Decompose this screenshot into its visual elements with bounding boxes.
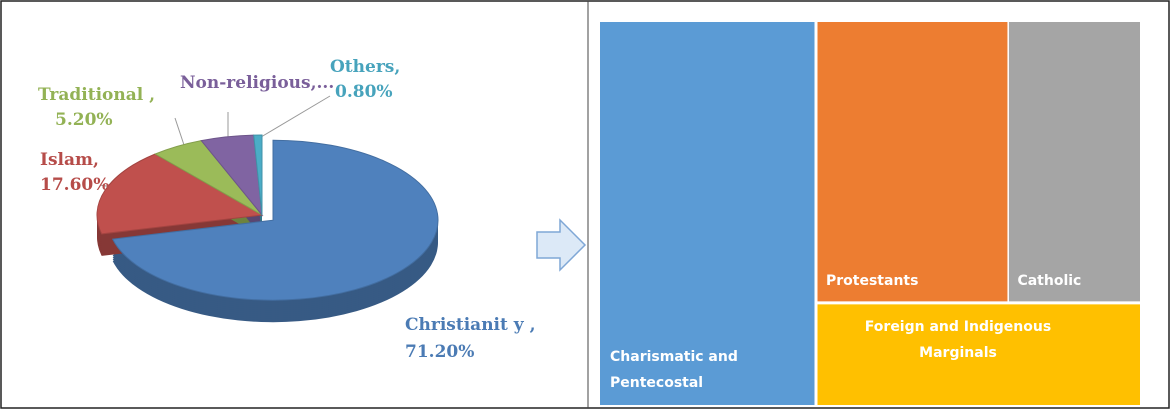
- tile-label-line: Foreign and Indigenous: [865, 319, 1051, 335]
- slice-label: Non-religious,...: [180, 73, 334, 93]
- value-label: 17.60%: [40, 175, 109, 195]
- pie-slice: [96, 153, 264, 235]
- tile-label: Foreign and Indigenous Marginals: [865, 319, 1051, 361]
- tile-label-line: Charismatic and: [610, 349, 738, 365]
- tile-label-line: Pentecostal: [610, 375, 703, 391]
- pie-slice: [253, 134, 263, 216]
- value-label: 5.20%: [55, 110, 113, 130]
- tile-label-line: Protestants: [826, 273, 918, 289]
- pie-slice: [111, 139, 439, 301]
- treemap-tile: [1008, 22, 1140, 302]
- treemap-tile: [817, 304, 1140, 405]
- tile-label-line: Marginals: [919, 345, 997, 361]
- value-label: 0.80%: [335, 82, 393, 102]
- treemap-tile: [817, 22, 1008, 302]
- value-label: 71.20%: [405, 342, 474, 362]
- treemap-tile: [600, 22, 815, 405]
- tile-label: Protestants: [826, 273, 918, 289]
- arrow: [536, 218, 587, 272]
- slice-label: Islam,: [40, 150, 99, 170]
- slice-label: Traditional ,: [38, 85, 155, 105]
- slice-label: Christianit y ,: [405, 315, 536, 335]
- tile-label: Charismatic and Pentecostal: [610, 349, 738, 391]
- slice-label: Others,: [330, 57, 400, 77]
- tile-label: Catholic: [1017, 273, 1081, 289]
- tile-label-line: Catholic: [1017, 273, 1081, 289]
